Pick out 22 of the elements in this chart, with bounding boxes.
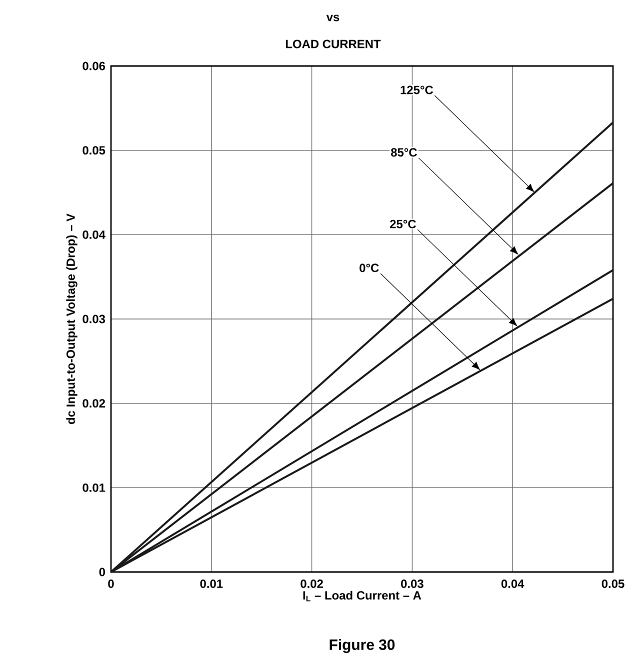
y-tick-label: 0.01 (82, 483, 106, 492)
chart-subtitle: LOAD CURRENT (286, 40, 381, 48)
caption: Figure 30 (330, 639, 395, 654)
y-tick-label: 0 (99, 568, 105, 576)
x-tick-label: 0.05 (602, 580, 624, 588)
chart-title: vs (326, 14, 340, 22)
x-tick-label: 0.02 (300, 580, 323, 588)
annotation: 0°C (360, 264, 379, 272)
y-tick-label: 0.05 (82, 146, 106, 155)
annotation: 125°C (400, 86, 434, 94)
y-tick-label: 0.03 (82, 314, 106, 324)
x-tick-label: 0.01 (200, 580, 223, 588)
x-tick-label: 0.04 (501, 580, 524, 588)
y-tick-label: 0.04 (82, 230, 106, 239)
y-axis-title: dc Input-to-Output Voltage (Drop) – V (66, 214, 78, 424)
annotation: 25°C (390, 220, 416, 228)
y-tick-label: 0.02 (82, 399, 106, 408)
y-tick-label: 0.06 (82, 62, 106, 70)
annotation: 85°C (390, 148, 417, 157)
x-tick-label: 0 (108, 580, 114, 588)
x-tick-label: 0.03 (401, 580, 424, 588)
x-axis-title: I$_{L}$ – Load Current – A (303, 590, 422, 602)
